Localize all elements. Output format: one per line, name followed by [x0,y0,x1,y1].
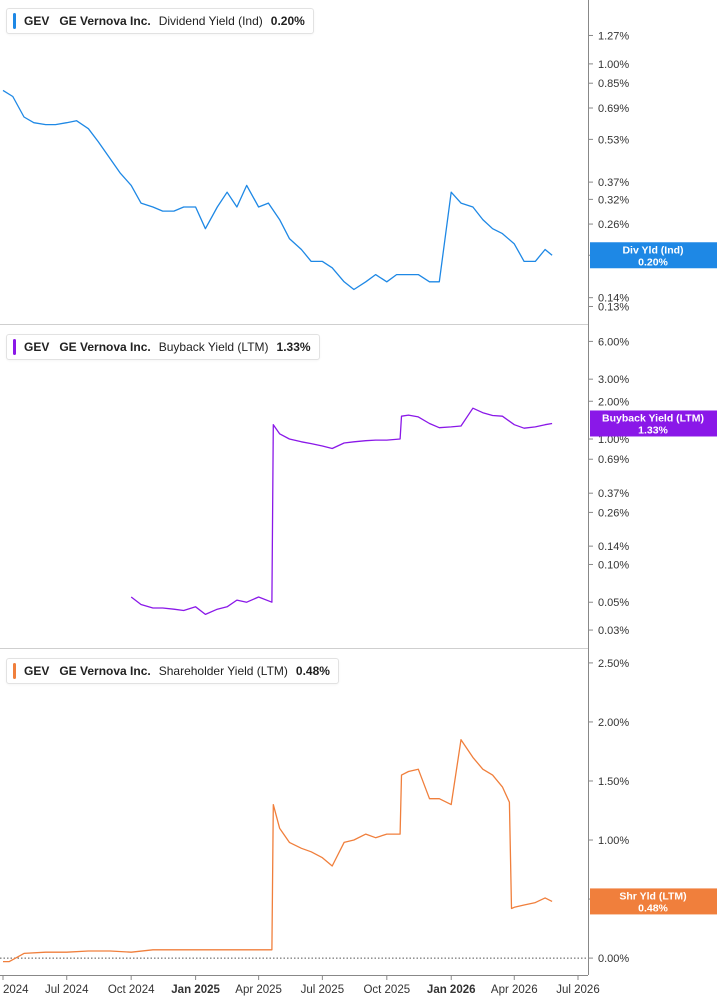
legend-ticker: GEV [24,340,50,354]
value-tag-value: 0.20% [638,256,668,268]
y-tick-label: 1.27% [598,30,629,42]
y-tick-label: 0.85% [598,78,629,90]
series-color-swatch [13,339,16,355]
legend-company: GE Vernova Inc. [59,340,151,354]
legend-value: 0.48% [295,664,330,678]
tag-layer: Div Yld (Ind)0.20% Buyback Yield (LTM)1.3… [590,242,717,915]
legend-ticker: GEV [24,664,50,678]
legend-ticker: GEV [24,14,50,28]
y-tick-label: 0.26% [598,507,629,519]
x-tick-label: Oct 2025 [363,984,410,996]
value-tag: Div Yld (Ind)0.20% [590,242,717,269]
x-tick-label: Jul 2026 [556,984,599,996]
value-tag-bg [590,888,717,915]
legend-company: GE Vernova Inc. [59,14,151,28]
series-line [3,739,553,963]
legend-metric: Buyback Yield (LTM) [158,340,269,354]
value-tag-value: 0.48% [638,902,668,914]
y-tick-label: 0.69% [598,103,629,115]
y-tick-label: 0.13% [598,301,629,313]
y-tick-label: 0.14% [598,293,629,305]
series-line [2,89,553,291]
legend-shareholder-yield[interactable]: GEV GE Vernova Inc. Shareholder Yield (L… [6,658,339,684]
value-tag-bg [590,410,717,437]
x-tick-label: Oct 2024 [108,984,155,996]
y-tick-label: 1.00% [598,59,629,71]
x-tick-label: Apr 2026 [491,984,538,996]
y-tick-label: 0.00% [598,953,629,965]
x-tick-label: Apr 2025 [235,984,282,996]
y-tick-label: 0.37% [598,177,629,189]
y-tick-label: 0.37% [598,488,629,500]
y-tick-label: 1.00% [598,835,629,847]
x-tick-label: Jul 2024 [45,984,89,996]
y-tick-label: 1.50% [598,776,629,788]
y-tick-label: 0.05% [598,597,629,609]
legend-dividend-yield[interactable]: GEV GE Vernova Inc. Dividend Yield (Ind)… [6,8,314,34]
y-tick-label: 0.03% [598,625,629,637]
value-tag-name: Buyback Yield (LTM) [602,412,704,424]
x-tick-label: Jan 2025 [171,984,220,996]
series-line [130,407,553,616]
legend-metric: Dividend Yield (Ind) [158,14,263,28]
x-tick-label: 2024 [3,984,29,996]
value-tag-bg [590,242,717,269]
y-tick-label: 0.26% [598,219,629,231]
series-layer [2,89,553,963]
y-tick-label: 0.14% [598,541,629,553]
x-tick-label: Jul 2025 [301,984,344,996]
axis-layer: 1.27% 1.00% 0.85% 0.69% 0.53% 0.37% 0.32% 0.26%… [0,0,629,996]
legend-value: 0.20% [270,14,305,28]
value-tag: Shr Yld (LTM)0.48% [590,888,717,915]
legend-company: GE Vernova Inc. [59,664,151,678]
series-color-swatch [13,13,16,29]
y-tick-label: 2.00% [598,396,629,408]
y-tick-label: 2.50% [598,658,629,670]
legend-buyback-yield[interactable]: GEV GE Vernova Inc. Buyback Yield (LTM) … [6,334,320,360]
y-tick-label: 0.69% [598,454,629,466]
y-tick-label: 6.00% [598,336,629,348]
y-tick-label: 0.53% [598,134,629,146]
value-tag-name: Shr Yld (LTM) [619,890,686,902]
value-tag-name: Div Yld (Ind) [622,244,683,256]
y-tick-label: 2.00% [598,717,629,729]
value-tag: Buyback Yield (LTM)1.33% [590,410,717,437]
value-tag-value: 1.33% [638,424,668,436]
y-tick-label: 1.00% [598,434,629,446]
x-tick-label: Jan 2026 [427,984,476,996]
grid-layer [0,324,588,959]
legend-metric: Shareholder Yield (LTM) [158,664,288,678]
y-tick-label: 0.10% [598,559,629,571]
y-tick-label: 3.00% [598,374,629,386]
legend-value: 1.33% [276,340,311,354]
series-color-swatch [13,663,16,679]
y-tick-label: 0.32% [598,194,629,206]
